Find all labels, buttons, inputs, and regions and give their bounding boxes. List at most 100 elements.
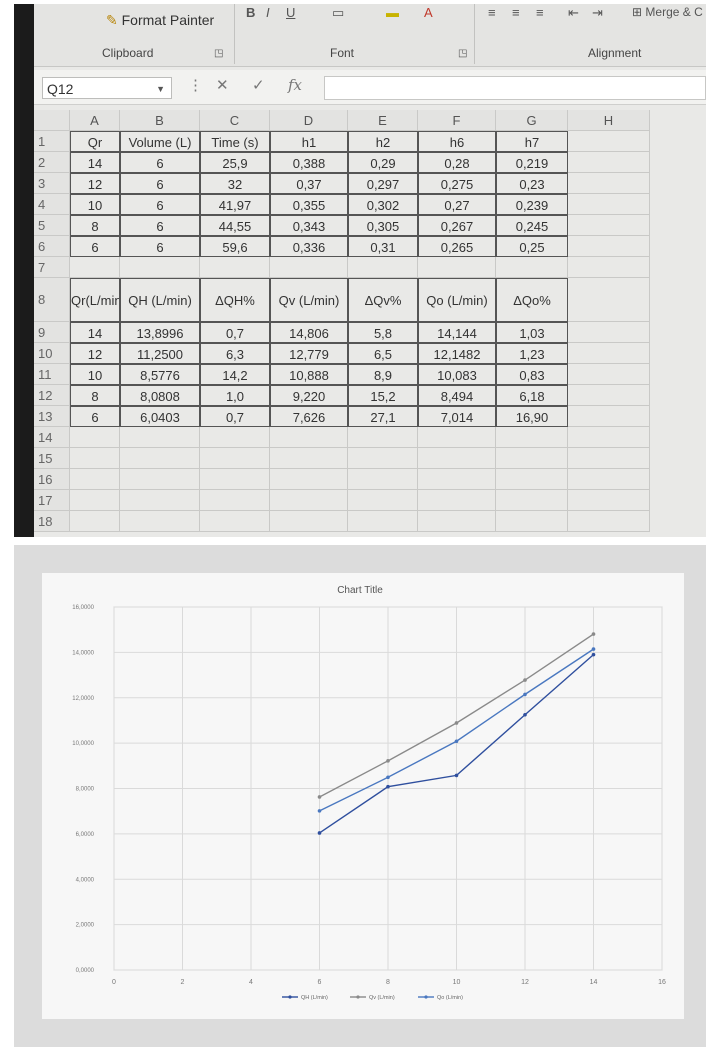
cell[interactable] — [496, 427, 568, 448]
table-cell[interactable]: 6,3 — [200, 343, 270, 364]
table-cell[interactable]: 14,2 — [200, 364, 270, 385]
cell[interactable] — [200, 490, 270, 511]
cell[interactable] — [568, 152, 650, 173]
fill-color-icon[interactable]: ▬ — [386, 5, 399, 20]
table-cell[interactable]: 14,806 — [270, 322, 348, 343]
table-cell[interactable]: 0,83 — [496, 364, 568, 385]
table-cell[interactable]: 8,494 — [418, 385, 496, 406]
table-cell[interactable]: 10,888 — [270, 364, 348, 385]
table-cell[interactable]: 7,626 — [270, 406, 348, 427]
format-painter-button[interactable]: ✎ Format Painter — [106, 12, 214, 29]
table-cell[interactable]: 6 — [70, 406, 120, 427]
table-cell[interactable]: 13,8996 — [120, 322, 200, 343]
table-cell[interactable]: 6 — [120, 194, 200, 215]
table-header-cell[interactable]: h7 — [496, 131, 568, 152]
table-cell[interactable]: 6 — [70, 236, 120, 257]
cell[interactable] — [270, 469, 348, 490]
table-cell[interactable]: 6 — [120, 173, 200, 194]
table-cell[interactable]: 27,1 — [348, 406, 418, 427]
cancel-icon[interactable]: ✕ — [216, 77, 229, 94]
cell[interactable] — [70, 469, 120, 490]
cell[interactable] — [418, 490, 496, 511]
cell[interactable] — [568, 194, 650, 215]
table-cell[interactable]: 0,336 — [270, 236, 348, 257]
table-cell[interactable]: 14,144 — [418, 322, 496, 343]
row-header[interactable]: 10 — [34, 343, 70, 364]
row-header[interactable]: 6 — [34, 236, 70, 257]
table-cell[interactable]: 0,28 — [418, 152, 496, 173]
cell[interactable] — [120, 511, 200, 532]
cell[interactable] — [568, 215, 650, 236]
table-cell[interactable]: 0,239 — [496, 194, 568, 215]
align-center-icon[interactable]: ≡ — [512, 5, 520, 20]
table-cell[interactable]: 6,5 — [348, 343, 418, 364]
table-cell[interactable]: 0,245 — [496, 215, 568, 236]
cell[interactable] — [496, 469, 568, 490]
cell[interactable] — [568, 448, 650, 469]
table-cell[interactable]: 0,355 — [270, 194, 348, 215]
table-header-cell[interactable]: ΔQH% — [200, 278, 270, 322]
align-left-icon[interactable]: ≡ — [488, 5, 496, 20]
cell[interactable] — [568, 322, 650, 343]
table-cell[interactable]: 15,2 — [348, 385, 418, 406]
column-header-c[interactable]: C — [200, 110, 270, 131]
cell[interactable] — [70, 257, 120, 278]
table-cell[interactable]: 0,219 — [496, 152, 568, 173]
table-cell[interactable]: 8 — [70, 215, 120, 236]
table-cell[interactable]: 1,23 — [496, 343, 568, 364]
table-cell[interactable]: 0,267 — [418, 215, 496, 236]
font-launcher-icon[interactable]: ◳ — [458, 48, 468, 59]
table-cell[interactable]: 0,7 — [200, 406, 270, 427]
table-cell[interactable]: 12,779 — [270, 343, 348, 364]
row-header[interactable]: 18 — [34, 511, 70, 532]
font-color-icon[interactable]: A — [424, 5, 433, 20]
table-cell[interactable]: 0,265 — [418, 236, 496, 257]
cell[interactable] — [568, 257, 650, 278]
table-cell[interactable]: 0,27 — [418, 194, 496, 215]
cell[interactable] — [70, 427, 120, 448]
table-cell[interactable]: 0,25 — [496, 236, 568, 257]
table-cell[interactable]: 0,305 — [348, 215, 418, 236]
table-cell[interactable]: 12 — [70, 173, 120, 194]
row-header[interactable]: 8 — [34, 278, 70, 322]
cell[interactable] — [496, 511, 568, 532]
formula-input[interactable] — [324, 76, 706, 100]
table-cell[interactable]: 0,388 — [270, 152, 348, 173]
table-cell[interactable]: 59,6 — [200, 236, 270, 257]
table-cell[interactable]: 10 — [70, 194, 120, 215]
column-header-g[interactable]: G — [496, 110, 568, 131]
table-cell[interactable]: 1,0 — [200, 385, 270, 406]
row-header[interactable]: 11 — [34, 364, 70, 385]
cell[interactable] — [348, 469, 418, 490]
decrease-indent-icon[interactable]: ⇤ — [568, 5, 579, 20]
table-cell[interactable]: 10,083 — [418, 364, 496, 385]
table-cell[interactable]: 8 — [70, 385, 120, 406]
table-header-cell[interactable]: Qr(L/min) — [70, 278, 120, 322]
cell[interactable] — [270, 511, 348, 532]
table-cell[interactable]: 6 — [120, 236, 200, 257]
cell[interactable] — [200, 427, 270, 448]
table-cell[interactable]: 44,55 — [200, 215, 270, 236]
cell[interactable] — [120, 448, 200, 469]
cell[interactable] — [568, 343, 650, 364]
table-cell[interactable]: 14 — [70, 322, 120, 343]
table-cell[interactable]: 8,5776 — [120, 364, 200, 385]
cell[interactable] — [568, 490, 650, 511]
cell[interactable] — [70, 490, 120, 511]
cell[interactable] — [270, 490, 348, 511]
table-cell[interactable]: 0,29 — [348, 152, 418, 173]
table-header-cell[interactable]: ΔQo% — [496, 278, 568, 322]
row-header[interactable]: 4 — [34, 194, 70, 215]
underline-icon[interactable]: U — [286, 5, 296, 20]
table-cell[interactable]: 0,31 — [348, 236, 418, 257]
table-cell[interactable]: 16,90 — [496, 406, 568, 427]
confirm-icon[interactable]: ✓ — [252, 77, 265, 94]
table-header-cell[interactable]: Qv (L/min) — [270, 278, 348, 322]
cell[interactable] — [270, 257, 348, 278]
cell[interactable] — [200, 511, 270, 532]
table-cell[interactable]: 5,8 — [348, 322, 418, 343]
table-header-cell[interactable]: h1 — [270, 131, 348, 152]
table-header-cell[interactable]: ΔQv% — [348, 278, 418, 322]
cell[interactable] — [418, 469, 496, 490]
cell[interactable] — [348, 257, 418, 278]
